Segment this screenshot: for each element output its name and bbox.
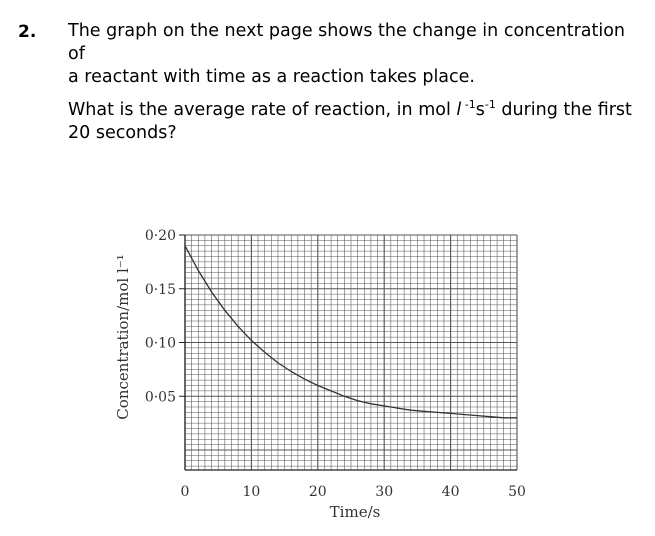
x-tick-label: 30: [375, 484, 393, 500]
ask-part1: What is the average rate of reaction, in…: [68, 99, 457, 120]
x-tick-label: 10: [242, 484, 260, 500]
tick-labels: 0·05 0·10 0·15 0·20 0 10 20 30 40 50: [145, 228, 526, 500]
question-ask-line2: 20 seconds?: [68, 122, 177, 143]
ask-part2: during the first: [495, 99, 632, 120]
axes: [184, 235, 517, 471]
question-number: 2.: [18, 22, 37, 42]
y-tick-label: 0·20: [145, 228, 176, 244]
x-axis-label: Time/s: [330, 503, 381, 521]
y-tick-label: 0·05: [145, 389, 176, 405]
question-intro-line2: a reactant with time as a reaction takes…: [68, 67, 475, 87]
ask-exponent-1: -1: [461, 98, 476, 111]
y-axis-label: Concentration/mol l⁻¹: [114, 254, 132, 419]
concentration-curve: [184, 245, 517, 419]
x-tick-label: 0: [181, 484, 190, 500]
y-tick-label: 0·10: [145, 336, 176, 352]
question-ask: What is the average rate of reaction, in…: [68, 93, 638, 145]
x-tick-label: 50: [508, 484, 526, 500]
y-tick-label: 0·15: [145, 282, 176, 298]
x-tick-label: 20: [309, 484, 327, 500]
question-intro: The graph on the next page shows the cha…: [68, 20, 638, 89]
question-intro-line1: The graph on the next page shows the cha…: [68, 21, 626, 64]
ask-second-symbol: s: [475, 99, 485, 120]
ask-litre-symbol: l: [456, 99, 462, 120]
question-ask-line1: What is the average rate of reaction, in…: [68, 93, 638, 122]
ask-exponent-2: -1: [484, 98, 496, 111]
grid: [184, 234, 518, 470]
x-tick-label: 40: [442, 484, 460, 500]
